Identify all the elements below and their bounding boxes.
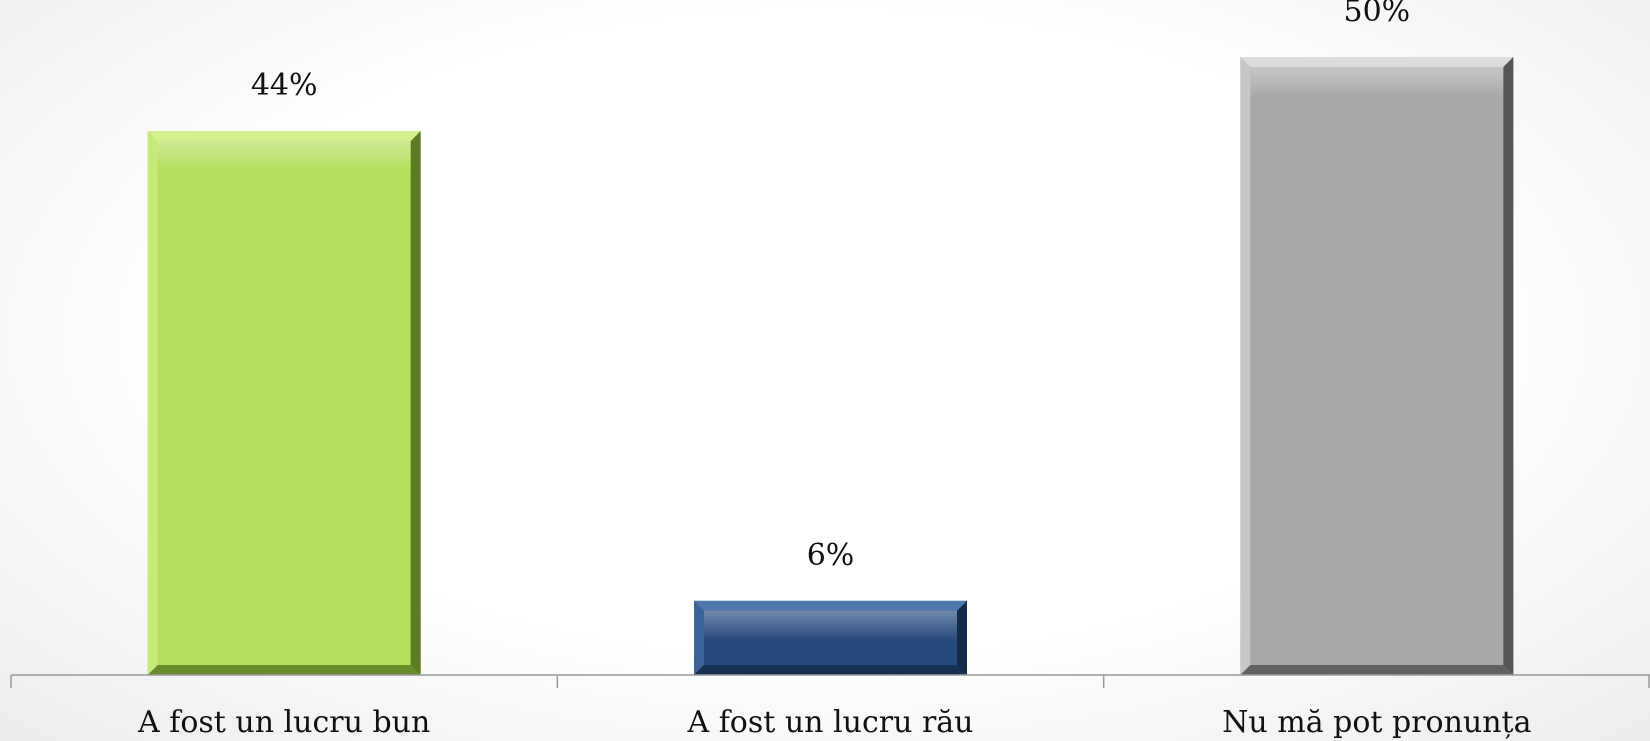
data-label: 50% [1343, 0, 1410, 29]
data-label: 6% [807, 538, 855, 573]
bar-bevel-top [147, 131, 421, 142]
bar-bevel-right [410, 131, 421, 675]
bar-bevel-top [694, 600, 967, 611]
bar-face [147, 131, 421, 675]
bar-highlight [1250, 67, 1504, 97]
bar-bevel-bottom [1240, 665, 1514, 675]
bar-2 [694, 600, 967, 675]
bar-1 [147, 131, 421, 675]
bar-bevel-bottom [147, 665, 421, 675]
category-label: A fost un lucru rău [687, 705, 974, 740]
bar-bevel-left [694, 600, 704, 675]
bar-face [1240, 57, 1514, 675]
bar-3 [1240, 57, 1514, 675]
category-label: Nu mă pot pronunța [1222, 705, 1531, 740]
bar-bevel-right [957, 600, 967, 675]
plot-area: 44% A fost un lucru bun 6% A fost un lucru … [10, 0, 1650, 740]
category-label: A fost un lucru bun [137, 705, 430, 740]
data-label: 44% [251, 68, 318, 103]
bar-bevel-left [147, 131, 158, 675]
bar-bevel-right [1503, 57, 1514, 675]
bar-bevel-left [1240, 57, 1251, 675]
bar-bevel-bottom [694, 665, 967, 675]
bar-bevel-top [1240, 57, 1514, 67]
bar-highlight [157, 141, 411, 172]
bar-highlight [704, 610, 957, 641]
